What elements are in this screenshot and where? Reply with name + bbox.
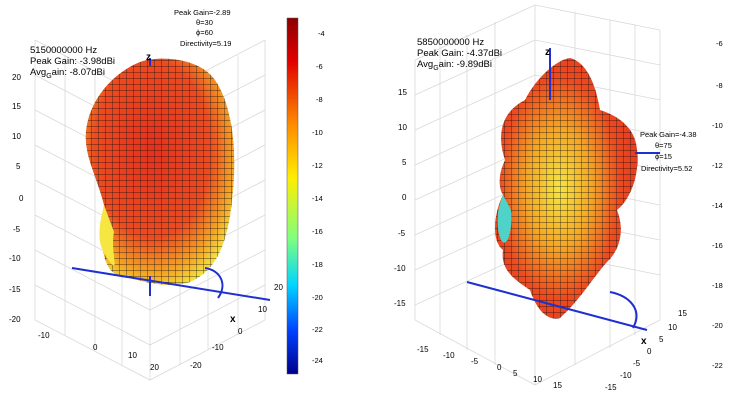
z-tick: -15 xyxy=(394,299,406,308)
x-tick: 0 xyxy=(238,327,243,336)
y-tick: 10 xyxy=(128,351,137,360)
colorbar-tick: -22 xyxy=(312,325,323,334)
x-tick: 20 xyxy=(274,283,283,292)
peak-annotation-right-directivity: Directivity=5.52 xyxy=(641,164,693,173)
axis-lines-left xyxy=(71,58,271,301)
x-tick: 10 xyxy=(668,323,677,332)
plot-3d-left: z 20 15 10 5 0 -5 -10 -15 -20 -10 0 10 2… xyxy=(9,17,299,381)
colorbar-tick: -4 xyxy=(318,29,325,38)
radiation-surface-left xyxy=(85,58,235,286)
z-tick: 5 xyxy=(16,162,21,171)
x-tick: -15 xyxy=(605,383,617,392)
z-tick: 15 xyxy=(12,102,21,111)
y-tick: -15 xyxy=(417,345,429,354)
avg-gain-label-right: AvgGain: -9.89dBi xyxy=(417,59,492,72)
peak-annotation-left-directivity: Directivity=5.19 xyxy=(180,39,232,48)
z-tick: -15 xyxy=(9,285,21,294)
y-tick: 5 xyxy=(513,369,518,378)
z-tick: 15 xyxy=(398,88,407,97)
z-tick: 20 xyxy=(12,73,21,82)
colorbar-tick: -16 xyxy=(312,227,323,236)
z-tick: -10 xyxy=(394,264,406,273)
z-tick: 5 xyxy=(402,158,407,167)
x-ticks-left: 20 10 0 -10 -20 xyxy=(190,283,283,370)
colorbar-tick: -6 xyxy=(316,62,323,71)
z-ticks-left: 20 15 10 5 0 -5 -10 -15 -20 xyxy=(9,73,24,324)
x-tick: -5 xyxy=(633,359,641,368)
peak-gain-label-right: Peak Gain: -4.37dBi xyxy=(417,48,503,59)
x-tick: 15 xyxy=(678,309,687,318)
colorbar-tick: -12 xyxy=(712,161,723,170)
y-ticks-left: -10 0 10 20 xyxy=(38,331,159,372)
z-ticks-right: 15 10 5 0 -5 -10 -15 xyxy=(394,88,407,308)
colorbar-tick: -14 xyxy=(712,201,723,210)
colorbar-tick: -8 xyxy=(316,95,323,104)
x-tick: 0 xyxy=(647,347,652,356)
z-tick: -10 xyxy=(9,254,21,263)
z-tick: 0 xyxy=(402,193,407,202)
peak-gain-label-left: Peak Gain: -3.98dBi xyxy=(30,56,116,67)
peak-annotation-right-gain: Peak Gain=-4.38 xyxy=(640,130,697,139)
x-tick: -10 xyxy=(620,371,632,380)
peak-annotation-left-gain: Peak Gain=-2.89 xyxy=(174,8,231,17)
colorbar-tick: -24 xyxy=(312,356,323,365)
colorbar-tick: -10 xyxy=(712,121,723,130)
colorbar-tick: -10 xyxy=(312,128,323,137)
z-tick: 10 xyxy=(398,123,407,132)
plot-3d-right: z 15 10 5 0 -5 -10 -15 -15 -10 -5 0 5 10… xyxy=(394,4,687,392)
z-tick: 10 xyxy=(12,132,21,141)
x-ticks-right: 15 10 5 0 -5 -10 -15 xyxy=(605,309,687,392)
colorbar-left xyxy=(286,17,299,375)
peak-annotation-left-phi: ϕ=60 xyxy=(196,28,213,37)
y-tick: -10 xyxy=(38,331,50,340)
y-tick: 15 xyxy=(553,381,562,390)
x-axis-letter-left: x xyxy=(230,314,236,325)
radiation-pattern-panel-right: z 15 10 5 0 -5 -10 -15 -15 -10 -5 0 5 10… xyxy=(385,0,730,400)
peak-annotation-right-phi: ϕ=15 xyxy=(655,152,672,161)
y-ticks-right: -15 -10 -5 0 5 10 15 xyxy=(417,345,562,390)
colorbar-tick: -8 xyxy=(716,81,723,90)
colorbar-tick: -20 xyxy=(312,293,323,302)
y-tick: 0 xyxy=(497,363,502,372)
x-tick: -10 xyxy=(212,343,224,352)
frequency-label-right: 5850000000 Hz xyxy=(417,37,485,48)
y-tick: 10 xyxy=(533,375,542,384)
frequency-label-left: 5150000000 Hz xyxy=(30,45,98,56)
colorbar-tick: -22 xyxy=(712,361,723,370)
x-axis-letter-right: x xyxy=(641,336,647,347)
y-tick: 20 xyxy=(150,363,159,372)
z-axis-letter-left: z xyxy=(146,52,151,63)
y-tick: 0 xyxy=(93,343,98,352)
y-tick: -10 xyxy=(443,351,455,360)
colorbar-tick: -12 xyxy=(312,161,323,170)
axis-lines-right xyxy=(466,48,660,331)
colorbar-tick: -14 xyxy=(312,194,323,203)
radiation-pattern-panel-left: z 20 15 10 5 0 -5 -10 -15 -20 -10 0 10 2… xyxy=(0,0,300,400)
colorbar-tick: -16 xyxy=(712,241,723,250)
colorbar-tick: -6 xyxy=(716,39,723,48)
z-tick: -5 xyxy=(13,225,21,234)
z-tick: -20 xyxy=(9,315,21,324)
y-tick: -5 xyxy=(471,357,479,366)
x-tick: -20 xyxy=(190,361,202,370)
z-tick: -5 xyxy=(398,229,406,238)
x-tick: 5 xyxy=(659,335,664,344)
x-tick: 10 xyxy=(258,305,267,314)
radiation-surface-right xyxy=(495,58,638,319)
peak-annotation-right-theta: θ=75 xyxy=(655,141,672,150)
colorbar-tick: -18 xyxy=(312,260,323,269)
z-tick: 0 xyxy=(19,194,24,203)
z-axis-letter-right: z xyxy=(545,47,550,58)
colorbar-tick: -20 xyxy=(712,321,723,330)
peak-annotation-left-theta: θ=30 xyxy=(196,18,213,27)
colorbar-tick: -18 xyxy=(712,281,723,290)
avg-gain-label-left: AvgGain: -8.07dBi xyxy=(30,67,105,80)
